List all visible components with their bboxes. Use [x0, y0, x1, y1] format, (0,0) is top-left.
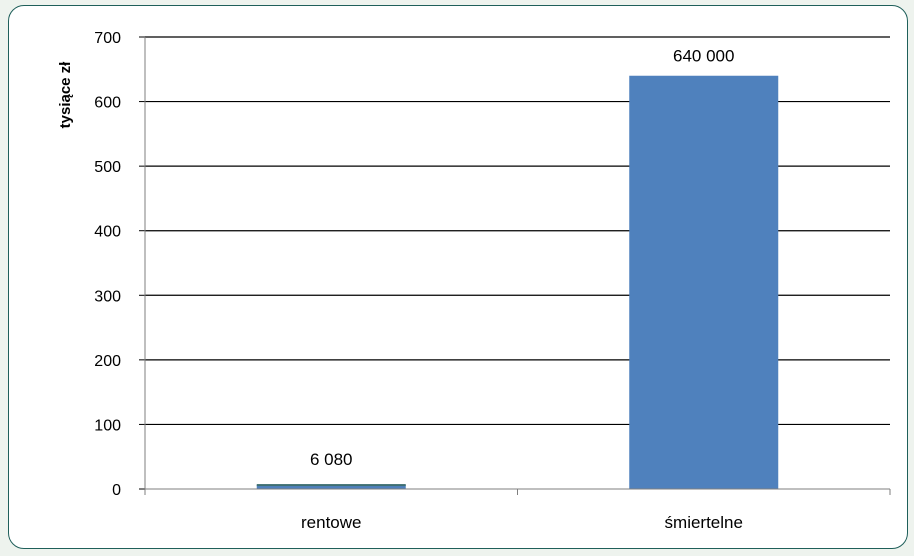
y-tick-label: 200	[94, 353, 121, 370]
y-tick-label: 400	[94, 224, 121, 241]
bar-rentowe	[256, 485, 406, 489]
axes	[139, 36, 891, 495]
y-tick-label: 700	[94, 30, 121, 47]
bar-top-edge	[256, 484, 406, 487]
y-tick-label: 300	[94, 288, 121, 305]
y-tick-label: 500	[94, 159, 121, 176]
labels: 0 100 200 300 400 500 600 700 6 080 rentowe 640 00…	[94, 30, 743, 532]
y-tick-label: 100	[94, 417, 121, 434]
x-category-label: rentowe	[301, 513, 361, 532]
data-label: 640 000	[673, 47, 734, 66]
y-axis-label: tysiące zł	[57, 61, 74, 129]
y-tick-label: 600	[94, 95, 121, 112]
bars	[256, 75, 779, 489]
y-tick-label: 0	[112, 482, 121, 499]
data-label: 6 080	[310, 450, 353, 469]
bar-śmiertelne	[629, 75, 779, 489]
x-category-label: śmiertelne	[665, 513, 743, 532]
